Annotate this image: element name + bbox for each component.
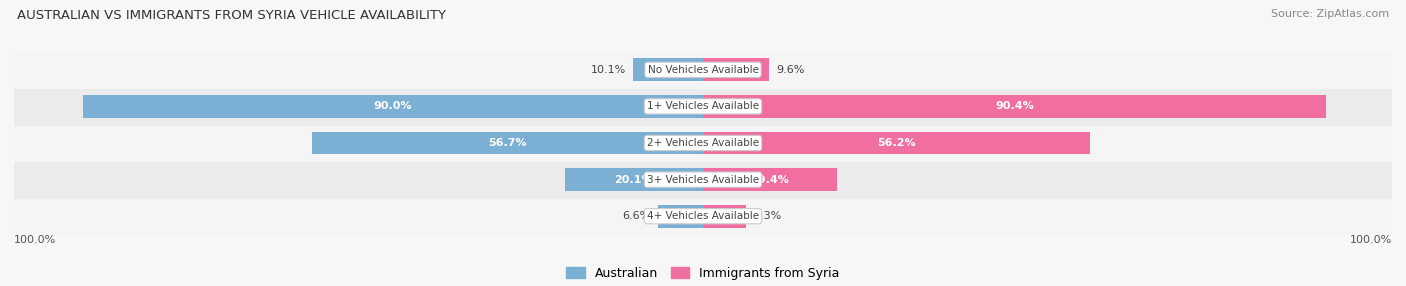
Text: 6.6%: 6.6% [623, 211, 651, 221]
Text: 6.3%: 6.3% [754, 211, 782, 221]
Bar [14, 125, 1392, 161]
Bar [703, 205, 747, 228]
Text: 20.1%: 20.1% [614, 175, 652, 184]
Bar [312, 132, 703, 154]
Bar [634, 58, 703, 81]
Bar [658, 205, 703, 228]
Text: No Vehicles Available: No Vehicles Available [648, 65, 758, 75]
Legend: Australian, Immigrants from Syria: Australian, Immigrants from Syria [567, 267, 839, 279]
Text: AUSTRALIAN VS IMMIGRANTS FROM SYRIA VEHICLE AVAILABILITY: AUSTRALIAN VS IMMIGRANTS FROM SYRIA VEHI… [17, 9, 446, 21]
Text: 19.4%: 19.4% [751, 175, 789, 184]
Text: 90.4%: 90.4% [995, 102, 1033, 111]
Text: 4+ Vehicles Available: 4+ Vehicles Available [647, 211, 759, 221]
Bar [14, 51, 1392, 88]
Text: 56.2%: 56.2% [877, 138, 915, 148]
Bar [565, 168, 703, 191]
Text: 9.6%: 9.6% [776, 65, 804, 75]
Text: Source: ZipAtlas.com: Source: ZipAtlas.com [1271, 9, 1389, 19]
Bar [703, 95, 1326, 118]
Bar [14, 198, 1392, 235]
Text: 100.0%: 100.0% [14, 235, 56, 245]
Bar [703, 58, 769, 81]
Text: 100.0%: 100.0% [1350, 235, 1392, 245]
Bar [703, 132, 1090, 154]
Text: 90.0%: 90.0% [374, 102, 412, 111]
Bar [703, 168, 837, 191]
Text: 56.7%: 56.7% [488, 138, 527, 148]
Text: 1+ Vehicles Available: 1+ Vehicles Available [647, 102, 759, 111]
Text: 2+ Vehicles Available: 2+ Vehicles Available [647, 138, 759, 148]
Bar [83, 95, 703, 118]
Text: 10.1%: 10.1% [592, 65, 627, 75]
Text: 3+ Vehicles Available: 3+ Vehicles Available [647, 175, 759, 184]
Bar [14, 88, 1392, 125]
Bar [14, 161, 1392, 198]
